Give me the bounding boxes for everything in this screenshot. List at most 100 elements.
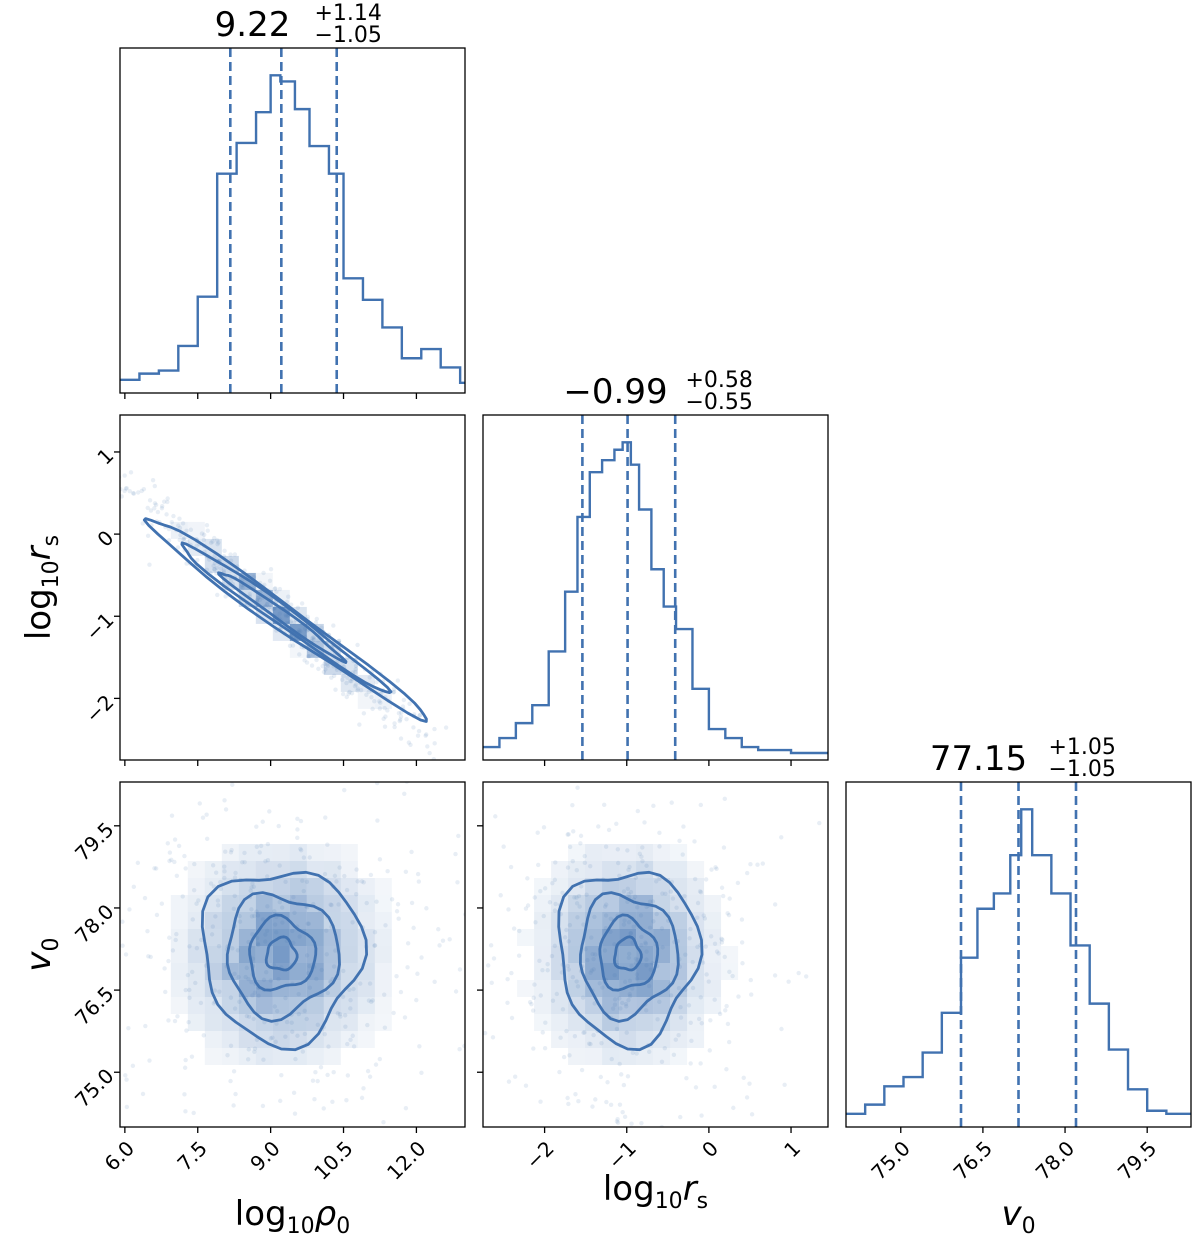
sample-point — [369, 999, 374, 1004]
sample-point — [143, 1023, 148, 1029]
sample-point — [655, 1017, 660, 1022]
sample-point — [779, 835, 784, 840]
sample-point — [303, 667, 307, 671]
sample-point — [579, 1067, 585, 1073]
sample-point — [364, 692, 369, 697]
sample-point — [277, 899, 282, 905]
histogram-step — [846, 808, 1191, 1116]
density-cell — [534, 912, 552, 929]
sample-point — [315, 1078, 320, 1084]
sample-point — [375, 818, 380, 823]
density-cell — [619, 1031, 637, 1048]
density-cell — [272, 844, 290, 861]
sample-point — [167, 850, 173, 855]
density-cell — [357, 980, 375, 997]
sample-point — [639, 854, 644, 859]
sample-point — [688, 1061, 693, 1066]
sample-point — [402, 791, 407, 796]
sample-point — [299, 848, 304, 853]
density-cell — [585, 1031, 603, 1048]
sample-point — [578, 884, 584, 889]
sample-point — [409, 849, 414, 855]
sample-point — [525, 903, 531, 908]
sample-point — [394, 909, 400, 914]
sample-point — [657, 876, 662, 881]
sample-point — [385, 869, 390, 874]
sample-point — [571, 829, 576, 834]
sample-point — [447, 937, 452, 942]
sample-point — [381, 716, 386, 721]
sample-point — [252, 913, 257, 919]
sample-point — [468, 970, 472, 974]
sample-point — [610, 1006, 616, 1011]
sample-point — [554, 991, 560, 997]
sample-point — [659, 1129, 663, 1133]
sample-point — [217, 989, 222, 994]
y-tick-label: 76.5 — [70, 982, 118, 1030]
sample-point — [145, 533, 151, 539]
density-cell — [568, 997, 586, 1014]
sample-point — [698, 995, 703, 1000]
sample-point — [354, 891, 359, 897]
sample-point — [120, 486, 123, 492]
density-cell — [340, 912, 358, 929]
density-cell — [204, 1014, 222, 1031]
density-cell — [170, 997, 188, 1014]
sample-point — [162, 499, 167, 504]
sample-point — [254, 824, 259, 829]
sample-point — [52, 1016, 56, 1020]
sample-point — [377, 1056, 383, 1062]
density-cell — [374, 997, 392, 1014]
sample-point — [624, 1030, 629, 1035]
density-cell — [534, 963, 552, 980]
sample-point — [713, 865, 718, 870]
sample-point — [177, 537, 182, 543]
sample-point — [617, 996, 622, 1001]
density-cell — [323, 1031, 341, 1048]
sample-point — [225, 1053, 230, 1058]
sample-point — [331, 964, 337, 969]
sample-point — [739, 917, 745, 922]
sample-point — [630, 1050, 636, 1055]
density-cell — [204, 538, 222, 556]
sample-point — [31, 850, 35, 854]
density-cell — [204, 912, 222, 929]
density-cell — [568, 912, 586, 929]
sample-point — [516, 953, 522, 958]
sample-point — [104, 1018, 108, 1022]
sample-point — [605, 1080, 610, 1085]
sample-point — [580, 1168, 584, 1172]
density-cell — [255, 963, 273, 980]
density-cell — [636, 1048, 654, 1065]
sample-point — [150, 477, 156, 483]
y-ticks-v0: 75.0 76.5 78.0 79.5 — [70, 817, 120, 1112]
density-cell — [670, 912, 688, 929]
sample-point — [292, 1111, 298, 1116]
sample-point — [604, 902, 609, 907]
density-cell — [619, 997, 637, 1014]
sample-point — [581, 1030, 586, 1035]
sample-point — [690, 985, 696, 991]
sample-point — [617, 873, 622, 879]
sample-point — [684, 1076, 689, 1081]
sample-point — [232, 893, 237, 899]
sample-point — [228, 1078, 233, 1084]
sample-point — [137, 1145, 141, 1149]
sample-point — [727, 896, 732, 901]
sample-point — [163, 989, 168, 995]
sample-point — [411, 925, 416, 931]
sample-point — [397, 718, 402, 724]
sample-point — [678, 1114, 683, 1120]
title-plus: +1.05 — [1049, 735, 1116, 760]
sample-point — [541, 825, 547, 830]
sample-point — [553, 860, 558, 865]
sample-point — [222, 864, 227, 869]
sample-point — [617, 1061, 622, 1067]
sample-point — [683, 952, 688, 957]
sample-point — [322, 871, 328, 877]
sample-point — [567, 1053, 572, 1058]
sample-point — [382, 705, 387, 711]
sample-point — [456, 833, 461, 839]
sample-point — [628, 889, 634, 895]
